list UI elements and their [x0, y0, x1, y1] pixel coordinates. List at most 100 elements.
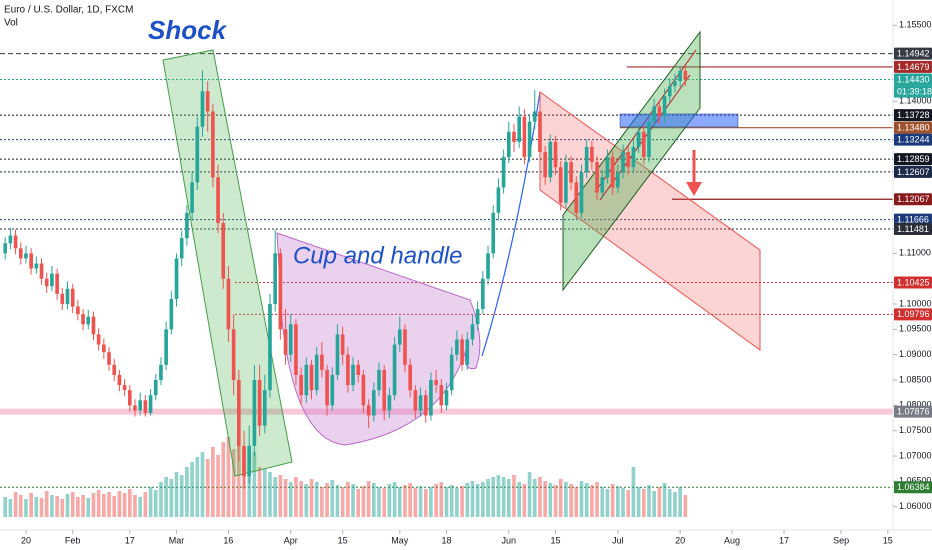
volume-bar: [621, 488, 625, 517]
volume-bar: [564, 482, 568, 517]
volume-bar: [76, 497, 80, 517]
x-tick-label: 15: [551, 535, 561, 545]
volume-bar: [506, 479, 511, 517]
candle-body: [242, 445, 246, 477]
candle-body: [221, 222, 226, 279]
volume-bar: [444, 487, 449, 517]
volume-bar: [626, 490, 631, 517]
candle-body: [39, 263, 44, 279]
candle-body: [211, 111, 215, 178]
volume-bar: [164, 477, 168, 517]
candles: [3, 65, 688, 489]
candle-body: [179, 238, 184, 259]
volume-bar: [366, 481, 371, 517]
volume-bar: [70, 492, 75, 517]
price-tag: [894, 121, 932, 134]
candle-body: [262, 390, 267, 426]
candle-body: [605, 157, 610, 178]
volume-title: Vol: [4, 18, 18, 29]
volume-bar: [34, 497, 39, 517]
volume-bar: [439, 482, 444, 517]
candle-body: [351, 364, 355, 386]
candle-body: [423, 395, 428, 416]
volume-bar: [584, 483, 589, 517]
volume-bar: [127, 489, 132, 517]
candle-body: [418, 395, 423, 411]
candle-body: [564, 162, 568, 203]
price-tag-label: 1.12067: [897, 194, 930, 204]
candle-body: [247, 445, 252, 477]
candle-body: [153, 380, 158, 396]
volume-bar: [356, 489, 361, 517]
volume-bar: [610, 484, 615, 517]
volume-bar: [553, 485, 558, 517]
price-tag: [894, 47, 932, 60]
volume-bar: [195, 457, 200, 517]
candle-body: [626, 152, 631, 168]
volume-bar: [268, 472, 272, 517]
candle-body: [34, 263, 39, 269]
countdown-tag: [894, 85, 932, 98]
candle-body: [527, 121, 532, 158]
volume-bar: [283, 479, 288, 517]
volume-bar: [179, 475, 184, 517]
volume-bar: [652, 491, 656, 517]
volume-bar: [481, 482, 485, 517]
candle-body: [641, 131, 646, 158]
candle-body: [543, 152, 547, 178]
candle-body: [325, 369, 329, 406]
candle-body: [413, 390, 418, 411]
volume-bar: [429, 487, 433, 517]
volume-bar: [423, 489, 428, 517]
x-tick-label: 18: [441, 535, 451, 545]
candle-body: [314, 354, 319, 391]
price-tag: [894, 73, 932, 86]
volume-bar: [418, 486, 423, 517]
price-tags: 1.14942 1.14679 1.14430 01:39:18 1.13728 1.13…: [894, 47, 932, 494]
candle-body: [392, 344, 397, 396]
y-tick-label: 1.06500: [899, 476, 932, 486]
volume-bar: [221, 442, 226, 517]
candle-body: [226, 278, 231, 330]
volume-bar: [403, 485, 407, 517]
candle-body: [569, 162, 573, 183]
candle-body: [133, 405, 137, 411]
x-tick-label: Sep: [833, 535, 849, 545]
candle-body: [257, 380, 262, 426]
candle-body: [517, 116, 522, 142]
candle-body: [55, 273, 59, 294]
candle-body: [465, 339, 470, 365]
candle-body: [44, 278, 49, 287]
volume-bar: [273, 477, 277, 517]
volume-bar: [211, 447, 215, 517]
candle-body: [127, 390, 132, 406]
x-tick-label: 17: [125, 535, 135, 545]
candle-body: [382, 369, 387, 411]
volume-bar: [237, 445, 241, 517]
volume-bar: [465, 483, 470, 517]
volume-bar: [392, 482, 397, 517]
volume-bar: [200, 452, 205, 517]
volume-bar: [216, 455, 220, 517]
x-tick-label: Jun: [502, 535, 517, 545]
price-tag-label: 1.10425: [897, 277, 930, 287]
volume-bar: [60, 499, 65, 517]
candle-body: [449, 354, 454, 391]
volume-bar: [522, 484, 527, 517]
volume-bar: [683, 495, 688, 517]
candle-body: [491, 212, 496, 254]
candle-body: [481, 278, 485, 310]
volume-bar: [50, 495, 54, 517]
candle-body: [439, 385, 444, 406]
candle-body: [60, 293, 65, 305]
candle-body: [590, 146, 594, 163]
candle-body: [496, 187, 501, 213]
x-tick-label: Jul: [612, 535, 624, 545]
y-tick-label: 1.06000: [899, 501, 932, 511]
volume-bar: [631, 467, 636, 517]
volume-bar: [647, 485, 651, 517]
y-tick-label: 1.09500: [899, 324, 932, 334]
price-tag: [894, 193, 932, 206]
volume-bar: [122, 493, 127, 517]
volume-bar: [252, 452, 257, 517]
